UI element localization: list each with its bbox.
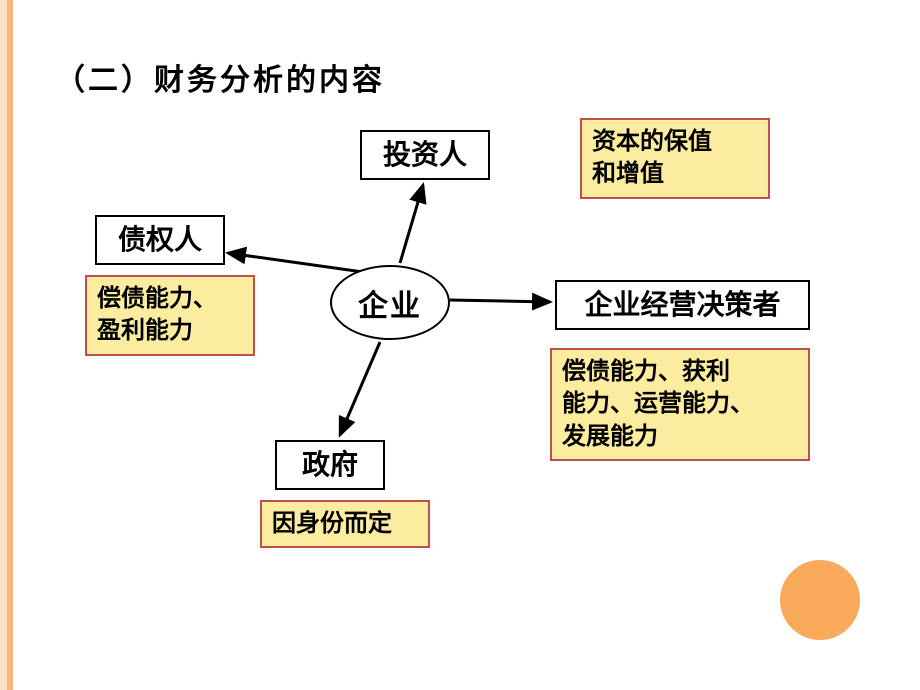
slide-left-border (0, 0, 16, 690)
node-manager: 企业经营决策者 (555, 280, 810, 330)
left-border-inner (7, 0, 13, 690)
slide-title: （二）财务分析的内容 (55, 55, 385, 99)
node-investor-label: 投资人 (383, 138, 467, 172)
node-government: 政府 (275, 440, 385, 490)
annot-manager-text: 偿债能力、获利能力、运营能力、发展能力 (562, 358, 754, 450)
annot-creditor: 偿债能力、盈利能力 (85, 275, 255, 356)
annot-investor-text: 资本的保值和增值 (592, 128, 712, 187)
annot-government: 因身份而定 (260, 500, 430, 548)
center-node-sublabel: . (408, 299, 412, 315)
center-node-label: 企业 (358, 281, 422, 325)
corner-circle-deco (780, 560, 860, 640)
center-node-enterprise: 企业 (330, 265, 450, 340)
annot-investor: 资本的保值和增值 (580, 118, 770, 199)
node-government-label: 政府 (302, 448, 358, 482)
node-creditor-label: 债权人 (118, 223, 202, 257)
node-manager-label: 企业经营决策者 (584, 288, 780, 322)
annot-government-text: 因身份而定 (272, 510, 392, 537)
annot-creditor-text: 偿债能力、盈利能力 (97, 285, 217, 344)
node-investor: 投资人 (360, 130, 490, 180)
annot-manager: 偿债能力、获利能力、运营能力、发展能力 (550, 348, 810, 461)
node-creditor: 债权人 (95, 215, 225, 265)
